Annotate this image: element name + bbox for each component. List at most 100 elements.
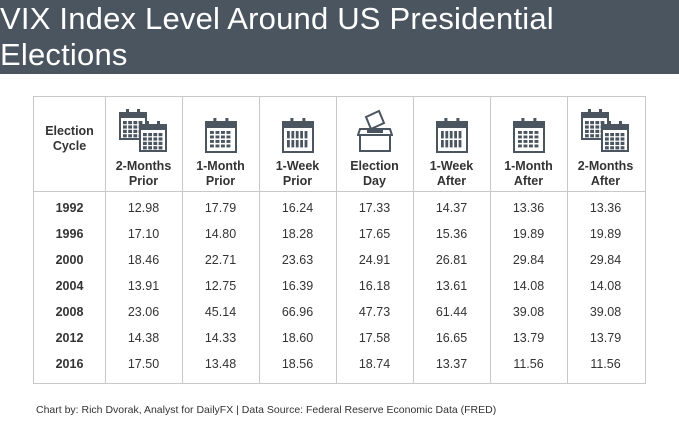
table-cell: 16.65: [435, 331, 468, 345]
table-cell: 23.63: [281, 253, 314, 267]
table-cell: 17.65: [358, 227, 391, 241]
table-cell: 39.08: [589, 305, 622, 319]
table-cell: 17.50: [127, 357, 160, 371]
calendar-month-icon: [204, 105, 237, 153]
row-year: 2008: [55, 305, 84, 319]
row-header-cell: Election Cycle: [34, 97, 105, 191]
column-header-line2: Prior: [205, 174, 236, 188]
table-cell: 18.28: [281, 227, 314, 241]
column-header-line1: 2-Months: [115, 159, 172, 173]
table-cell: 17.33: [358, 201, 391, 215]
column-header-line1: 1-Month: [504, 159, 553, 173]
column-header-label: 1-Month Prior: [196, 159, 245, 189]
table-cell: 61.44: [435, 305, 468, 319]
row-year: 2004: [55, 279, 84, 293]
vix-table: Election Cycle 2-Months Prior 1-Month Prior…: [33, 96, 646, 384]
column-header: 2-Months Prior: [105, 97, 182, 191]
calendar-week-icon: [281, 105, 314, 153]
table-cell: 13.79: [589, 331, 622, 345]
table-cell: 18.60: [281, 331, 314, 345]
calendar-week-icon: [435, 105, 468, 153]
row-year: 1996: [55, 227, 84, 241]
table-cell: 18.56: [281, 357, 314, 371]
column-header-label: 1-Week After: [430, 159, 474, 189]
double-calendar-icon: [118, 105, 170, 153]
table-cell: 11.56: [590, 357, 621, 371]
column-header-line1: 1-Month: [196, 159, 245, 173]
column-header: 1-Month After: [490, 97, 567, 191]
column-divider: [567, 97, 568, 383]
table-cell: 29.84: [512, 253, 545, 267]
double-calendar-icon: [580, 105, 632, 153]
title-banner: VIX Index Level Around US Presidential E…: [0, 0, 679, 74]
table-cell: 22.71: [204, 253, 237, 267]
column-divider: [259, 97, 260, 383]
column-header-label: 1-Month After: [504, 159, 553, 189]
column-divider: [490, 97, 491, 383]
table-cell: 13.61: [435, 279, 468, 293]
column-divider: [413, 97, 414, 383]
column-header: 1-Month Prior: [182, 97, 259, 191]
column-header-line2: After: [436, 174, 467, 188]
column-header: 1-Week After: [413, 97, 490, 191]
column-header-line2: Day: [363, 174, 386, 188]
table-cell: 14.38: [127, 331, 160, 345]
row-year: 2016: [55, 357, 84, 371]
row-header-label: Election Cycle: [45, 124, 94, 153]
column-divider: [105, 97, 106, 383]
row-year: 2012: [55, 331, 84, 345]
column-header: Election Day: [336, 97, 413, 191]
table-cell: 14.08: [512, 279, 545, 293]
table-cell: 16.39: [281, 279, 314, 293]
table-cell: 14.37: [435, 201, 468, 215]
table-cell: 19.89: [512, 227, 545, 241]
table-cell: 14.33: [204, 331, 237, 345]
column-header-label: 2-Months Prior: [116, 159, 172, 189]
table-cell: 12.75: [204, 279, 237, 293]
table-cell: 24.91: [358, 253, 391, 267]
column-header-line1: 1-Week: [275, 159, 320, 173]
table-cell: 13.36: [512, 201, 545, 215]
column-header-label: Election Day: [350, 159, 399, 189]
table-cell: 18.46: [127, 253, 160, 267]
table-cell: 23.06: [127, 305, 160, 319]
table-cell: 17.10: [127, 227, 160, 241]
table-cell: 13.48: [204, 357, 237, 371]
column-header-line1: 2-Months: [577, 159, 634, 173]
table-cell: 15.36: [435, 227, 468, 241]
column-header-line2: After: [590, 174, 621, 188]
table-cell: 14.08: [589, 279, 622, 293]
footer-credit: Chart by: Rich Dvorak, Analyst for Daily…: [36, 404, 497, 416]
table-cell: 45.14: [204, 305, 237, 319]
table-cell: 13.91: [127, 279, 160, 293]
chart-title: VIX Index Level Around US Presidential E…: [0, 1, 554, 72]
column-divider: [182, 97, 183, 383]
table-cell: 16.24: [281, 201, 314, 215]
column-header-label: 1-Week Prior: [276, 159, 320, 189]
table-cell: 13.36: [589, 201, 622, 215]
column-header-line2: After: [513, 174, 544, 188]
column-header-line2: Prior: [128, 174, 159, 188]
table-cell: 18.74: [358, 357, 391, 371]
column-header: 2-Months After: [567, 97, 644, 191]
ballot-box-icon: [356, 105, 393, 153]
column-header-line1: Election: [350, 159, 399, 173]
table-cell: 13.37: [435, 357, 468, 371]
row-year: 2000: [55, 253, 84, 267]
table-cell: 66.96: [281, 305, 314, 319]
table-cell: 13.79: [512, 331, 545, 345]
table-cell: 12.98: [127, 201, 160, 215]
table-cell: 26.81: [435, 253, 468, 267]
table-cell: 17.58: [358, 331, 391, 345]
table-cell: 16.18: [358, 279, 391, 293]
table-cell: 19.89: [589, 227, 622, 241]
column-header-line1: 1-Week: [429, 159, 474, 173]
column-header-line2: Prior: [282, 174, 313, 188]
column-header-label: 2-Months After: [578, 159, 634, 189]
table-cell: 47.73: [358, 305, 391, 319]
table-cell: 29.84: [589, 253, 622, 267]
header-divider: [34, 191, 645, 192]
table-cell: 17.79: [204, 201, 237, 215]
table-cell: 39.08: [512, 305, 545, 319]
table-cell: 14.80: [204, 227, 237, 241]
